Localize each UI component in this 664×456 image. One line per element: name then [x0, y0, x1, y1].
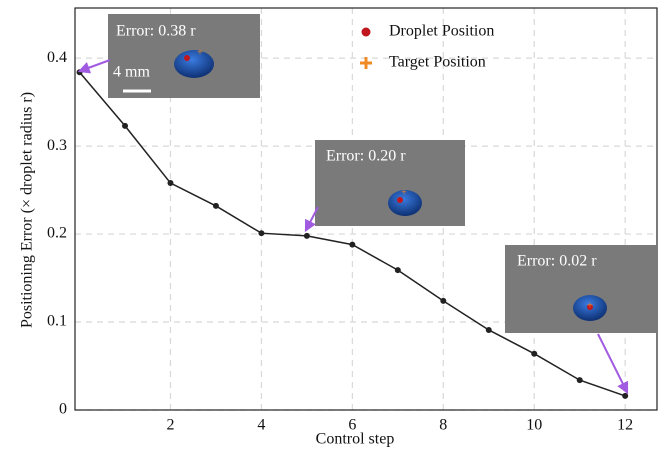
- x-tick-label: 12: [617, 417, 633, 434]
- data-point: [167, 180, 174, 187]
- inset: + Error: 0.38 r 4 mm: [108, 14, 260, 98]
- svg-text:+: +: [197, 47, 203, 59]
- plot-frame: [74, 7, 658, 411]
- arrows: [77, 59, 629, 395]
- data-point: [122, 122, 129, 129]
- legend-marker: [361, 27, 371, 37]
- y-tick-label: 0.2: [47, 225, 67, 242]
- x-tick-label: 10: [526, 417, 542, 434]
- annotation: Error: 0.20 r: [326, 148, 406, 165]
- data-point: [576, 377, 583, 384]
- x-tick-label: 8: [439, 417, 447, 434]
- data-point: [485, 326, 492, 333]
- data-point: [531, 350, 538, 357]
- y-tick-label: 0.4: [47, 49, 67, 66]
- legend-marker: [360, 57, 372, 69]
- data-point: [303, 232, 310, 239]
- data-point: [349, 241, 356, 248]
- svg-text:+: +: [587, 300, 593, 312]
- inset: + Error: 0.20 r: [315, 140, 465, 226]
- legend-label: Target Position: [389, 54, 486, 71]
- scale-bar-label: 4 mm: [113, 64, 150, 81]
- y-tick-label: 0.3: [47, 137, 67, 154]
- y-axis-label: Positioning Error (× droplet radius r): [19, 92, 36, 328]
- data-point: [394, 267, 401, 274]
- x-axis-label: Control step: [316, 431, 395, 448]
- data-point: [622, 392, 629, 399]
- annotation: Error: 0.38 r: [116, 23, 196, 40]
- x-tick-label: 2: [166, 417, 174, 434]
- y-tick-label: 0.1: [47, 313, 67, 330]
- data-point: [440, 297, 447, 304]
- x-tick-label: 6: [348, 417, 356, 434]
- inset: + Error: 0.02 r: [505, 245, 658, 333]
- svg-text:+: +: [401, 187, 407, 199]
- legend-label: Droplet Position: [389, 23, 494, 40]
- data-point: [212, 202, 219, 209]
- annotation: Error: 0.02 r: [517, 253, 597, 270]
- data-point: [258, 230, 265, 237]
- y-tick-label: 0: [59, 401, 67, 418]
- x-tick-label: 4: [257, 417, 265, 434]
